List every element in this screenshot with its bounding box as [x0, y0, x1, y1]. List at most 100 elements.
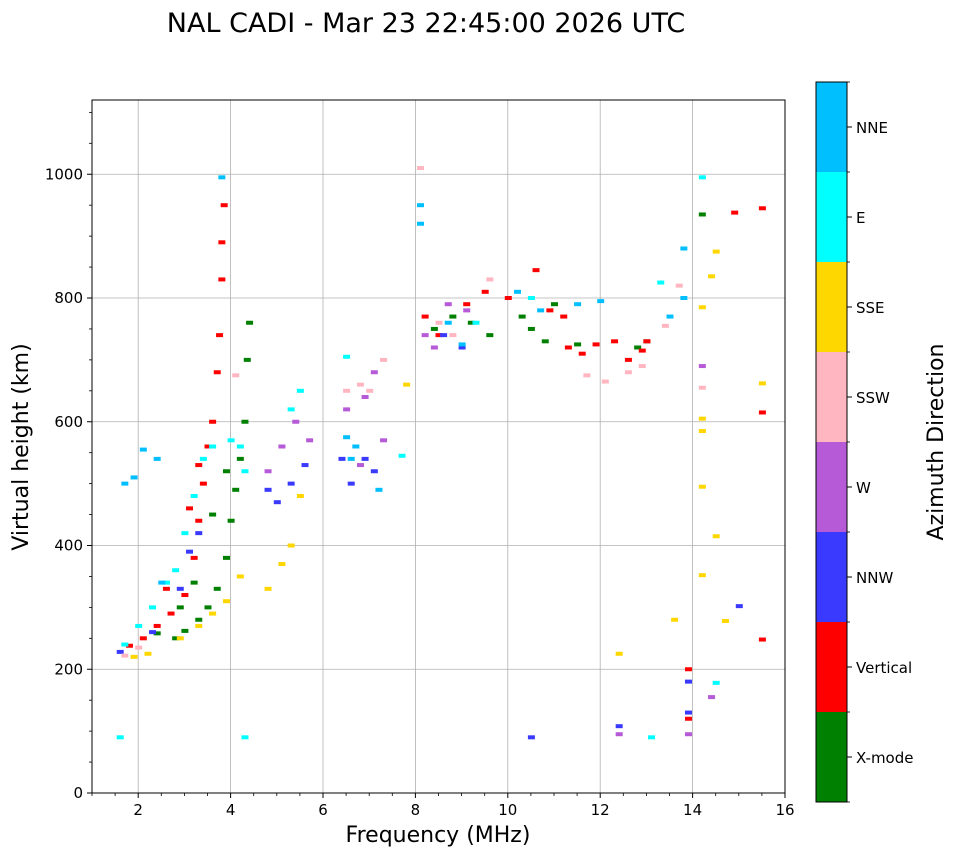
echo-point	[735, 604, 743, 609]
y-tick-label: 1000	[45, 165, 83, 183]
colorbar-segment-ssw	[816, 352, 847, 442]
echo-point	[139, 447, 147, 452]
echo-point	[574, 342, 582, 347]
echo-point	[698, 429, 706, 434]
echo-point	[615, 732, 623, 737]
echo-point	[338, 456, 346, 461]
echo-point	[574, 302, 582, 307]
echo-point	[343, 354, 351, 359]
echo-point	[417, 166, 425, 171]
echo-point	[162, 580, 170, 585]
x-tick-label: 10	[498, 801, 517, 819]
echo-point	[356, 463, 364, 468]
colorbar-label-nnw: NNW	[856, 569, 893, 587]
echo-point	[671, 617, 679, 622]
echo-point	[731, 210, 739, 215]
echo-point	[472, 320, 480, 325]
echo-point	[463, 302, 471, 307]
echo-point	[232, 373, 240, 378]
echo-point	[287, 407, 295, 412]
echo-point	[527, 296, 535, 300]
y-axis-label: Virtual height (km)	[9, 343, 34, 550]
echo-point	[121, 642, 129, 647]
colorbar-label-ssw: SSW	[856, 389, 890, 407]
echo-point	[236, 456, 244, 461]
echo-point	[421, 314, 429, 319]
echo-point	[680, 246, 688, 251]
echo-point	[209, 611, 217, 616]
echo-point	[176, 636, 184, 641]
echo-point	[209, 512, 217, 517]
echo-point	[347, 481, 355, 486]
colorbar-segment-nne	[816, 82, 847, 172]
x-tick-label: 8	[411, 801, 421, 819]
echo-point	[199, 481, 207, 486]
echo-point	[708, 274, 716, 279]
y-axis: 0 200 400 600 800 1000	[45, 111, 92, 802]
x-tick-label: 4	[226, 801, 236, 819]
echo-point	[597, 299, 605, 304]
echo-point	[430, 345, 438, 350]
echo-point	[220, 203, 228, 208]
echo-point	[758, 637, 766, 642]
echo-point	[435, 320, 443, 325]
echo-point	[213, 370, 221, 375]
echo-point	[264, 487, 272, 492]
echo-point	[712, 534, 720, 539]
echo-point	[158, 580, 166, 585]
echo-point	[417, 203, 425, 208]
echo-point	[370, 370, 378, 375]
echo-point	[551, 302, 558, 307]
echo-point	[486, 333, 494, 338]
echo-point	[343, 388, 351, 393]
echo-points	[116, 166, 766, 740]
echo-point	[615, 724, 623, 729]
echo-point	[583, 373, 591, 378]
echo-point	[296, 494, 304, 498]
echo-point	[712, 680, 720, 685]
echo-point	[611, 339, 619, 344]
echo-point	[218, 175, 226, 180]
echo-point	[125, 643, 133, 648]
echo-point	[403, 382, 411, 387]
echo-point	[172, 568, 180, 573]
y-tick-label: 0	[73, 784, 83, 802]
echo-point	[236, 574, 244, 579]
chart-title: NAL CADI - Mar 23 22:45:00 2026 UTC	[167, 8, 685, 39]
colorbar-label-nne: NNE	[856, 119, 888, 137]
series-nne	[121, 175, 688, 585]
echo-point	[514, 289, 522, 294]
colorbar-segment-sse	[816, 262, 847, 352]
echo-point	[199, 456, 207, 461]
echo-point	[296, 388, 304, 393]
echo-point	[758, 410, 766, 415]
echo-point	[153, 456, 161, 461]
echo-point	[638, 364, 646, 369]
echo-point	[684, 679, 692, 684]
grid-lines	[92, 100, 786, 794]
x-tick-label: 2	[133, 801, 143, 819]
echo-point	[278, 562, 286, 567]
echo-point	[216, 333, 224, 338]
echo-point	[560, 314, 568, 319]
echo-point	[190, 555, 198, 560]
echo-point	[144, 651, 152, 656]
echo-point	[380, 357, 388, 362]
colorbar-label-x-mode: X-mode	[856, 749, 913, 767]
echo-point	[698, 385, 706, 390]
y-tick-label: 600	[54, 413, 83, 431]
echo-point	[241, 419, 249, 424]
echo-point	[167, 611, 175, 616]
echo-point	[698, 364, 706, 369]
echo-point	[440, 333, 448, 338]
echo-point	[375, 487, 383, 492]
echo-point	[601, 379, 609, 384]
echo-point	[430, 326, 438, 331]
echo-point	[218, 277, 226, 282]
series-nnw	[116, 333, 743, 740]
echo-point	[186, 549, 194, 554]
echo-point	[758, 381, 766, 386]
echo-point	[481, 289, 489, 294]
echo-point	[135, 623, 143, 628]
echo-point	[370, 469, 378, 474]
